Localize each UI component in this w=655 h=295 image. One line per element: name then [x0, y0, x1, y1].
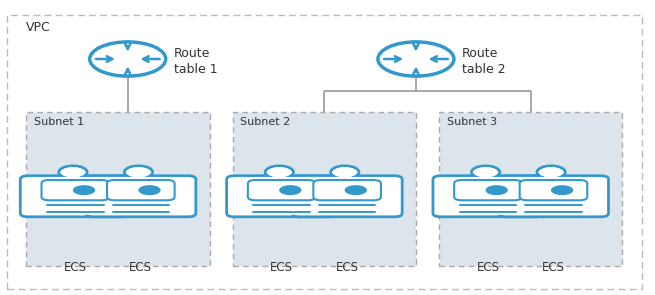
- Circle shape: [73, 185, 95, 195]
- Circle shape: [90, 42, 166, 76]
- Circle shape: [309, 176, 349, 194]
- Text: Route
table 1: Route table 1: [174, 47, 217, 76]
- Circle shape: [75, 181, 104, 194]
- Circle shape: [551, 180, 585, 195]
- Circle shape: [138, 185, 160, 195]
- FancyBboxPatch shape: [313, 180, 381, 200]
- Circle shape: [124, 166, 153, 178]
- Circle shape: [244, 176, 284, 194]
- Circle shape: [59, 166, 87, 178]
- FancyBboxPatch shape: [26, 112, 210, 266]
- Circle shape: [518, 177, 553, 193]
- Circle shape: [141, 181, 170, 194]
- FancyBboxPatch shape: [439, 112, 622, 266]
- FancyBboxPatch shape: [25, 177, 126, 215]
- Circle shape: [40, 177, 75, 193]
- FancyBboxPatch shape: [297, 177, 398, 215]
- Circle shape: [62, 167, 84, 177]
- FancyBboxPatch shape: [231, 177, 332, 215]
- Circle shape: [105, 177, 140, 193]
- FancyBboxPatch shape: [227, 176, 337, 217]
- Circle shape: [279, 185, 301, 195]
- Text: ECS: ECS: [129, 261, 153, 274]
- Text: Subnet 2: Subnet 2: [240, 117, 291, 127]
- FancyBboxPatch shape: [90, 177, 191, 215]
- Circle shape: [279, 180, 313, 195]
- Circle shape: [246, 177, 281, 193]
- Circle shape: [537, 166, 565, 178]
- Circle shape: [138, 180, 172, 195]
- FancyBboxPatch shape: [20, 176, 130, 217]
- Circle shape: [333, 167, 356, 177]
- Text: Route
table 2: Route table 2: [462, 47, 506, 76]
- Circle shape: [347, 181, 376, 194]
- FancyBboxPatch shape: [433, 176, 543, 217]
- Circle shape: [378, 42, 454, 76]
- FancyBboxPatch shape: [107, 180, 175, 200]
- Circle shape: [127, 167, 150, 177]
- FancyBboxPatch shape: [292, 176, 402, 217]
- Circle shape: [453, 177, 487, 193]
- FancyBboxPatch shape: [248, 180, 316, 200]
- Circle shape: [551, 185, 573, 195]
- Text: VPC: VPC: [26, 21, 51, 34]
- FancyBboxPatch shape: [438, 177, 538, 215]
- Circle shape: [265, 166, 293, 178]
- FancyBboxPatch shape: [454, 180, 522, 200]
- Circle shape: [37, 176, 77, 194]
- Circle shape: [103, 176, 143, 194]
- FancyBboxPatch shape: [519, 180, 588, 200]
- Circle shape: [474, 167, 497, 177]
- Circle shape: [312, 177, 346, 193]
- Circle shape: [553, 181, 582, 194]
- Circle shape: [268, 167, 291, 177]
- Circle shape: [515, 176, 555, 194]
- Text: ECS: ECS: [335, 261, 359, 274]
- FancyBboxPatch shape: [86, 176, 196, 217]
- FancyBboxPatch shape: [498, 176, 608, 217]
- Text: ECS: ECS: [542, 261, 565, 274]
- FancyBboxPatch shape: [233, 112, 416, 266]
- Text: ECS: ECS: [476, 261, 500, 274]
- Circle shape: [331, 166, 359, 178]
- Text: ECS: ECS: [270, 261, 293, 274]
- Circle shape: [282, 181, 310, 194]
- Circle shape: [485, 185, 508, 195]
- Circle shape: [540, 167, 563, 177]
- Circle shape: [488, 181, 517, 194]
- Circle shape: [345, 185, 367, 195]
- Text: ECS: ECS: [64, 261, 87, 274]
- Circle shape: [345, 180, 379, 195]
- Circle shape: [450, 176, 490, 194]
- Circle shape: [73, 180, 107, 195]
- Circle shape: [472, 166, 500, 178]
- Text: Subnet 1: Subnet 1: [34, 117, 84, 127]
- Circle shape: [485, 180, 519, 195]
- FancyBboxPatch shape: [41, 180, 109, 200]
- FancyBboxPatch shape: [503, 177, 604, 215]
- Text: Subnet 3: Subnet 3: [447, 117, 497, 127]
